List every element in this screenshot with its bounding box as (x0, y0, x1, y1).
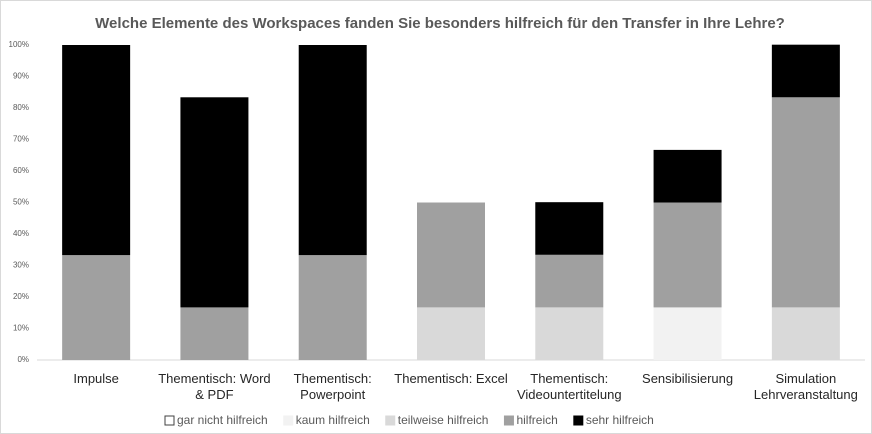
bar-segment (417, 202, 485, 308)
y-tick-label: 100% (9, 40, 29, 49)
legend-label: hilfreich (516, 413, 557, 427)
chart-title: Welche Elemente des Workspaces fanden Si… (95, 15, 785, 32)
y-tick-label: 40% (13, 229, 29, 238)
y-tick-label: 10% (13, 324, 29, 333)
legend-swatch (503, 415, 514, 426)
bar-segment (417, 307, 485, 360)
legend-label: kaum hilfreich (296, 413, 370, 427)
legend-swatch (573, 415, 584, 426)
x-tick-label: Simulation Lehrveranstaltung (753, 371, 858, 402)
y-tick-label: 0% (17, 355, 29, 364)
bar-segment (298, 255, 367, 360)
bar-segment (653, 202, 722, 308)
legend-swatch (283, 415, 294, 426)
bar-segment (771, 97, 840, 308)
bar-segment (771, 44, 840, 98)
x-tick-label: Impulse (73, 371, 119, 386)
bar-segment (180, 97, 249, 308)
legend-label: gar nicht hilfreich (177, 413, 268, 427)
x-tick-label: Thementisch: Powerpoint (293, 371, 372, 402)
bar-segment (653, 307, 722, 360)
bar-segment (180, 307, 249, 360)
y-tick-label: 90% (13, 72, 29, 81)
y-tick-label: 50% (13, 198, 29, 207)
legend-swatch (164, 415, 175, 426)
y-tick-label: 70% (13, 135, 29, 144)
bar-segment (535, 254, 604, 308)
y-tick-label: 30% (13, 261, 29, 270)
legend-label: teilweise hilfreich (398, 413, 489, 427)
bar-segment (535, 202, 604, 255)
legend-label: sehr hilfreich (586, 413, 654, 427)
bar-segment (653, 149, 722, 203)
bar-segment (771, 307, 840, 360)
y-tick-label: 20% (13, 292, 29, 301)
x-tick-label: Thementisch: Word & PDF (158, 371, 271, 402)
x-tick-label: Thementisch: Videountertitelung (516, 371, 622, 402)
bar-segment (535, 307, 604, 360)
bar-segment (62, 255, 131, 360)
legend-swatch (385, 415, 396, 426)
bar-segment (298, 45, 367, 256)
y-tick-label: 80% (13, 103, 29, 112)
bar-segment (62, 45, 131, 256)
y-tick-label: 60% (13, 166, 29, 175)
x-tick-label: Sensibilisierung (642, 371, 734, 386)
x-tick-label: Thementisch: Excel (394, 371, 508, 386)
